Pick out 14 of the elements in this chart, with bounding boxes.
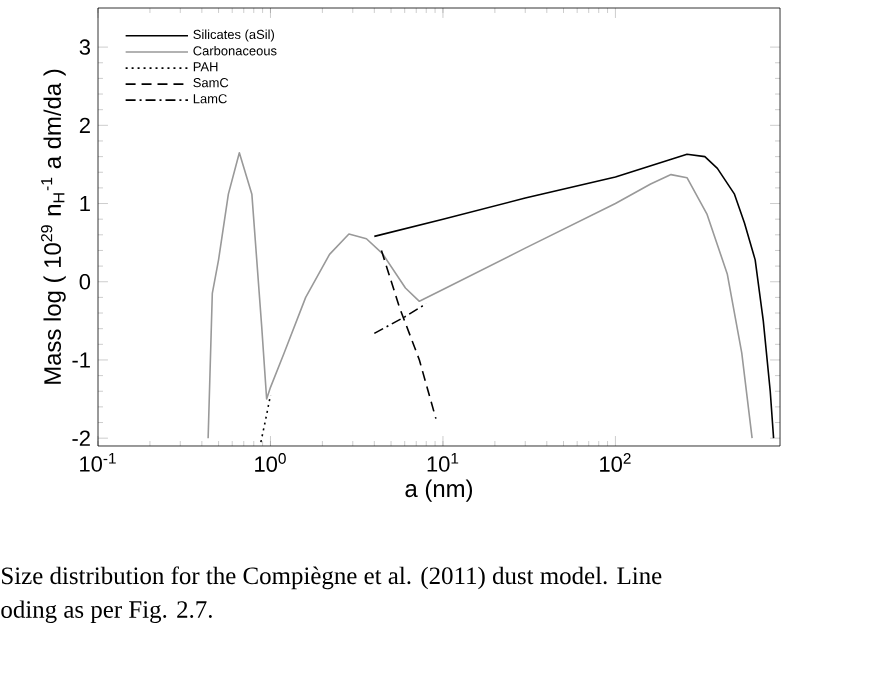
x-tick-label: 10$^{-1}$	[80, 453, 116, 472]
x-axis-title: a (nm)	[405, 479, 473, 502]
x-tick-label: 10$^{2}$	[600, 453, 631, 472]
text: Size distribution for the Compiègne et al. (2011) dust model. Line	[2, 566, 662, 590]
y-tick-label: -1	[72, 352, 90, 368]
x-tick-label: 10$^{1}$	[427, 453, 459, 472]
y-tick-label: 2	[79, 117, 90, 133]
y-tick-label: 0	[79, 274, 91, 290]
text: oding as per Fig. 2.7.	[1, 600, 212, 624]
x-tick-label: 10$^{0}$	[255, 453, 286, 472]
y-tick-label: 3	[79, 39, 90, 55]
y-tick-label: -2	[72, 430, 90, 446]
y-tick-label: 1	[80, 196, 90, 212]
y-axis-title: Mass log ( 10$^{29}$ n$_{H}$$^{-1}$ a dm/da )	[41, 69, 66, 384]
